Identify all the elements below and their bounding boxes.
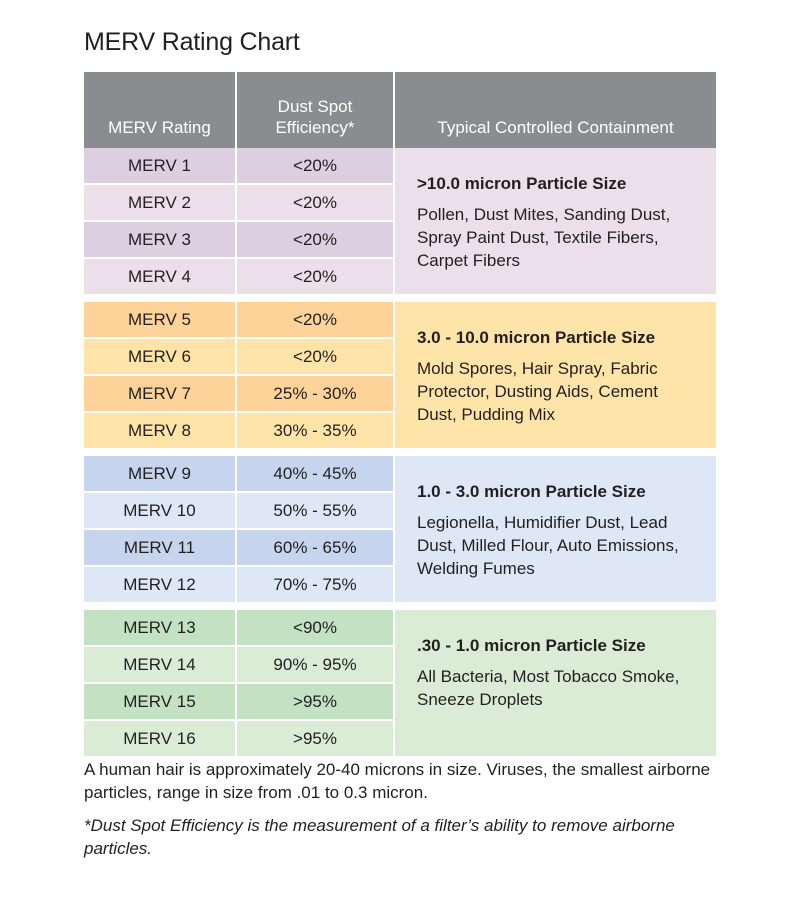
table-row: MERV 8 30% - 35%: [84, 412, 716, 450]
group-separator-cell: [84, 295, 716, 302]
efficiency-cell: 25% - 30%: [236, 375, 395, 413]
merv-rating-cell: MERV 6: [84, 338, 237, 376]
table-row: MERV 4 <20%: [84, 258, 716, 296]
group-separator-cell: [84, 603, 716, 610]
efficiency-cell: <20%: [236, 258, 395, 296]
group-separator-cell: [84, 449, 716, 456]
merv-rating-cell: MERV 9: [84, 456, 237, 493]
particle-size-label: .30 - 1.0 micron Particle Size: [417, 636, 646, 655]
table-row: MERV 15 >95%: [84, 683, 716, 721]
contaminants-list: Pollen, Dust Mites, Sanding Dust, Spray …: [417, 205, 671, 270]
merv-rating-cell: MERV 13: [84, 610, 237, 647]
efficiency-cell: 60% - 65%: [236, 529, 395, 567]
merv-rating-cell: MERV 3: [84, 221, 237, 259]
containment-description-cell: .30 - 1.0 micron Particle Size All Bacter…: [394, 610, 716, 758]
merv-rating-cell: MERV 10: [84, 492, 237, 530]
merv-rating-cell: MERV 7: [84, 375, 237, 413]
efficiency-cell: 30% - 35%: [236, 412, 395, 450]
efficiency-cell: <90%: [236, 610, 395, 647]
table-row: MERV 2 <20%: [84, 184, 716, 222]
merv-rating-cell: MERV 4: [84, 258, 237, 296]
efficiency-cell: <20%: [236, 338, 395, 376]
merv-rating-cell: MERV 5: [84, 302, 237, 339]
table-row: MERV 3 <20%: [84, 221, 716, 259]
efficiency-cell: <20%: [236, 184, 395, 222]
page-title: MERV Rating Chart: [84, 28, 300, 56]
merv-rating-cell: MERV 14: [84, 646, 237, 684]
efficiency-cell: 50% - 55%: [236, 492, 395, 530]
particle-size-label: >10.0 micron Particle Size: [417, 174, 627, 193]
contaminants-list: Legionella, Humidifier Dust, Lead Dust, …: [417, 513, 679, 578]
efficiency-cell: >95%: [236, 720, 395, 758]
merv-rating-cell: MERV 15: [84, 683, 237, 721]
merv-rating-cell: MERV 11: [84, 529, 237, 567]
table-row: MERV 5 <20% 3.0 - 10.0 micron Particle Siz…: [84, 302, 716, 450]
merv-rating-cell: MERV 2: [84, 184, 237, 222]
merv-rating-cell: MERV 8: [84, 412, 237, 450]
table-header-row: MERV Rating Dust Spot Efficiency* Typica…: [84, 72, 716, 148]
particle-size-label: 3.0 - 10.0 micron Particle Size: [417, 328, 656, 347]
table-row: MERV 7 25% - 30%: [84, 375, 716, 413]
containment-description-cell: 1.0 - 3.0 micron Particle Size Legionella…: [394, 456, 716, 604]
table-row: MERV 16 >95%: [84, 720, 716, 758]
group-separator: [84, 603, 716, 610]
efficiency-cell: <20%: [236, 148, 395, 185]
header-efficiency-line2: Efficiency*: [275, 118, 355, 137]
efficiency-cell: <20%: [236, 221, 395, 259]
table-row: MERV 6 <20%: [84, 338, 716, 376]
table-row: MERV 1 <20% >10.0 micron Particle Size Poll…: [84, 148, 716, 296]
efficiency-cell: >95%: [236, 683, 395, 721]
efficiency-cell: <20%: [236, 302, 395, 339]
table-row: MERV 14 90% - 95%: [84, 646, 716, 684]
table-body: MERV 1 <20% >10.0 micron Particle Size Poll…: [84, 148, 716, 758]
table-row: MERV 10 50% - 55%: [84, 492, 716, 530]
table-row: MERV 12 70% - 75%: [84, 566, 716, 604]
group-separator: [84, 449, 716, 456]
merv-rating-cell: MERV 12: [84, 566, 237, 604]
efficiency-cell: 90% - 95%: [236, 646, 395, 684]
header-containment: Typical Controlled Containment: [394, 72, 716, 148]
table-row: MERV 9 40% - 45% 1.0 - 3.0 micron Particle…: [84, 456, 716, 604]
group-separator: [84, 295, 716, 302]
hair-size-footnote: A human hair is approximately 20-40 micr…: [84, 760, 711, 802]
header-merv-rating: MERV Rating: [84, 72, 237, 148]
containment-description-cell: >10.0 micron Particle Size Pollen, Dust M…: [394, 148, 716, 296]
merv-rating-cell: MERV 1: [84, 148, 237, 185]
merv-rating-cell: MERV 16: [84, 720, 237, 758]
contaminants-list: Mold Spores, Hair Spray, Fabric Protecto…: [417, 359, 658, 424]
table-row: MERV 11 60% - 65%: [84, 529, 716, 567]
dust-spot-definition-note: *Dust Spot Efficiency is the measurement…: [84, 816, 675, 858]
efficiency-cell: 70% - 75%: [236, 566, 395, 604]
header-dust-spot-efficiency: Dust Spot Efficiency*: [236, 72, 395, 148]
contaminants-list: All Bacteria, Most Tobacco Smoke, Sneeze…: [417, 667, 680, 709]
header-efficiency-line1: Dust Spot: [277, 97, 353, 116]
merv-rating-table: MERV Rating Dust Spot Efficiency* Typica…: [84, 72, 716, 758]
table-row: MERV 13 <90% .30 - 1.0 micron Particle Siz…: [84, 610, 716, 758]
containment-description-cell: 3.0 - 10.0 micron Particle Size Mold Spor…: [394, 302, 716, 450]
particle-size-label: 1.0 - 3.0 micron Particle Size: [417, 482, 646, 501]
efficiency-cell: 40% - 45%: [236, 456, 395, 493]
